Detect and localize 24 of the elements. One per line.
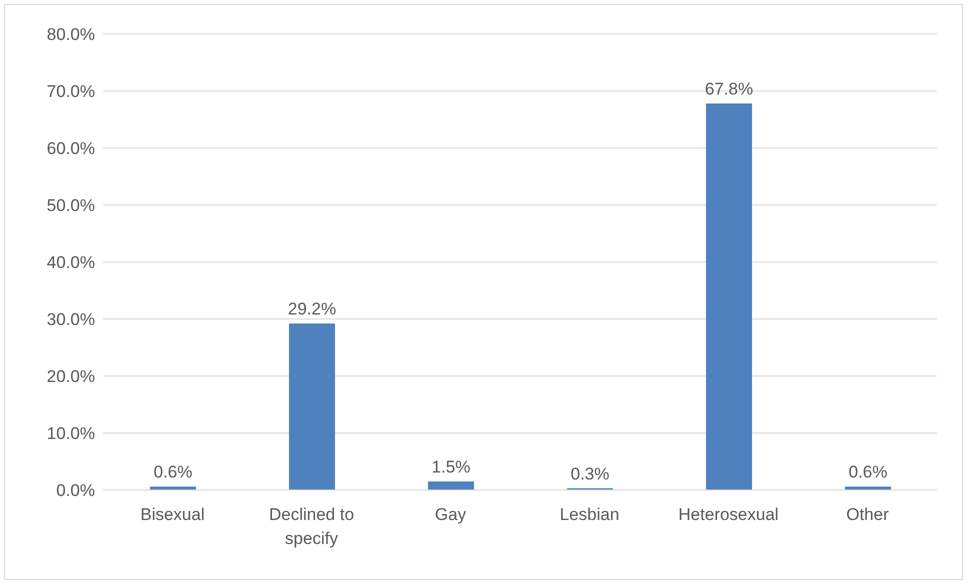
y-tick-label: 0.0% — [56, 481, 95, 500]
y-tick-label: 30.0% — [46, 310, 95, 330]
bar — [428, 481, 474, 490]
data-label: 67.8% — [704, 80, 754, 99]
y-tick-label: 50.0% — [46, 196, 95, 216]
x-tick-label: Lesbian — [560, 505, 620, 524]
bar — [289, 324, 335, 490]
data-label: 0.6% — [154, 462, 192, 482]
x-tick-label: Declined to specify — [268, 505, 354, 548]
data-label: 29.2% — [288, 300, 336, 319]
data-label: 1.5% — [432, 457, 470, 476]
y-tick-label: 70.0% — [46, 82, 95, 102]
y-tick-label: 60.0% — [46, 139, 95, 158]
y-tick-label: 10.0% — [46, 424, 95, 444]
y-tick-label: 40.0% — [46, 253, 95, 272]
y-tick-label: 20.0% — [46, 367, 95, 386]
data-label: 0.6% — [848, 462, 888, 482]
x-tick-label: Heterosexual — [678, 505, 779, 524]
x-tick-label: Gay — [434, 505, 467, 524]
data-label: 0.3% — [570, 464, 610, 484]
bar — [706, 104, 752, 490]
x-tick-label: Bisexual — [140, 505, 205, 524]
x-tick-label: Other — [846, 505, 890, 524]
y-tick-label: 80.0% — [46, 25, 95, 44]
